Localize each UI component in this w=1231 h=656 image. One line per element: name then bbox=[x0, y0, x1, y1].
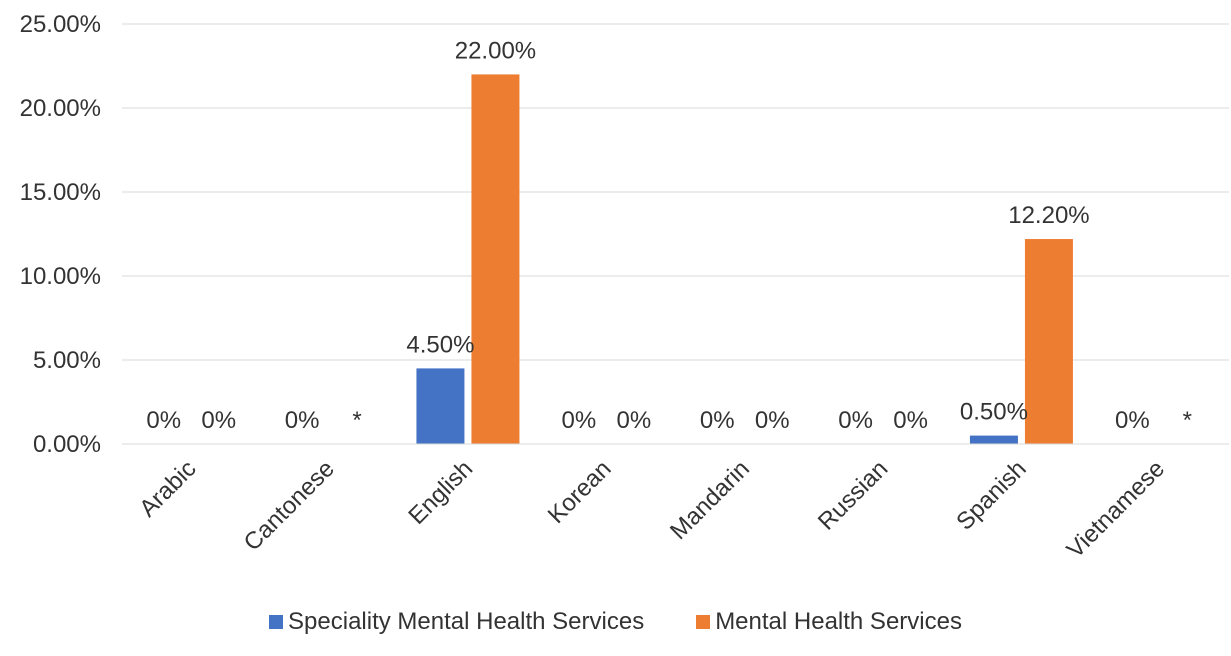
legend-label-series-2: Mental Health Services bbox=[715, 608, 962, 635]
data-label: 0% bbox=[561, 407, 596, 434]
data-label: 12.20% bbox=[1008, 202, 1089, 229]
y-axis: 0.00% 5.00% 10.00% 15.00% 20.00% 25.00% bbox=[20, 11, 101, 458]
legend-item-series-1: Speciality Mental Health Services bbox=[269, 608, 644, 636]
bar bbox=[1024, 239, 1073, 444]
data-label: * bbox=[352, 407, 361, 434]
y-tick-label: 25.00% bbox=[20, 11, 101, 38]
y-tick-label: 15.00% bbox=[20, 179, 101, 206]
bar bbox=[416, 368, 465, 444]
x-tick-label: Korean bbox=[543, 455, 617, 529]
data-label: 0% bbox=[700, 407, 735, 434]
bar-chart: 0.00%5.00%10.00%15.00%20.00%25.00% 0% 0% 0… bbox=[20, 11, 1229, 564]
y-tick-label: 5.00% bbox=[33, 347, 101, 374]
data-label: 0% bbox=[616, 407, 651, 434]
y-tick-label: 0.00% bbox=[33, 431, 101, 458]
legend-swatch-series-2 bbox=[696, 615, 711, 629]
data-label: 0% bbox=[285, 407, 320, 434]
x-tick-label: Vietnamese bbox=[1062, 455, 1170, 563]
y-tick-label: 10.00% bbox=[20, 263, 101, 290]
legend: Speciality Mental Health Services Mental… bbox=[0, 604, 1231, 640]
data-label: 22.00% bbox=[455, 37, 536, 64]
x-tick-label: Mandarin bbox=[665, 455, 755, 545]
bar bbox=[471, 74, 520, 445]
data-label: 0% bbox=[893, 407, 928, 434]
data-label: 0.50% bbox=[960, 399, 1028, 426]
x-tick-label: English bbox=[403, 455, 478, 530]
legend-label-series-1: Speciality Mental Health Services bbox=[288, 608, 645, 635]
data-label: 0% bbox=[1115, 407, 1150, 434]
data-label: 0% bbox=[146, 407, 181, 434]
legend-swatch-series-1 bbox=[269, 615, 284, 629]
bars bbox=[416, 74, 1073, 445]
legend-item-series-2: Mental Health Services bbox=[696, 608, 962, 636]
data-label: 0% bbox=[755, 407, 790, 434]
data-labels: 0% 0% 0% * 4.50% 22.00% 0% 0% 0% 0% 0% 0% 0.50% 12.20… bbox=[146, 37, 1192, 434]
data-label: * bbox=[1183, 407, 1192, 434]
y-tick-label: 20.00% bbox=[20, 95, 101, 122]
x-tick-label: Cantonese bbox=[239, 455, 340, 556]
x-axis: Arabic Cantonese English Korean Mandarin Russ… bbox=[122, 443, 1229, 564]
x-tick-label: Spanish bbox=[951, 455, 1031, 535]
x-tick-label: Russian bbox=[813, 455, 893, 535]
x-tick-label: Arabic bbox=[134, 455, 201, 522]
data-label: 0% bbox=[201, 407, 236, 434]
data-label: 4.50% bbox=[406, 331, 474, 358]
bar bbox=[969, 435, 1018, 444]
data-label: 0% bbox=[838, 407, 873, 434]
